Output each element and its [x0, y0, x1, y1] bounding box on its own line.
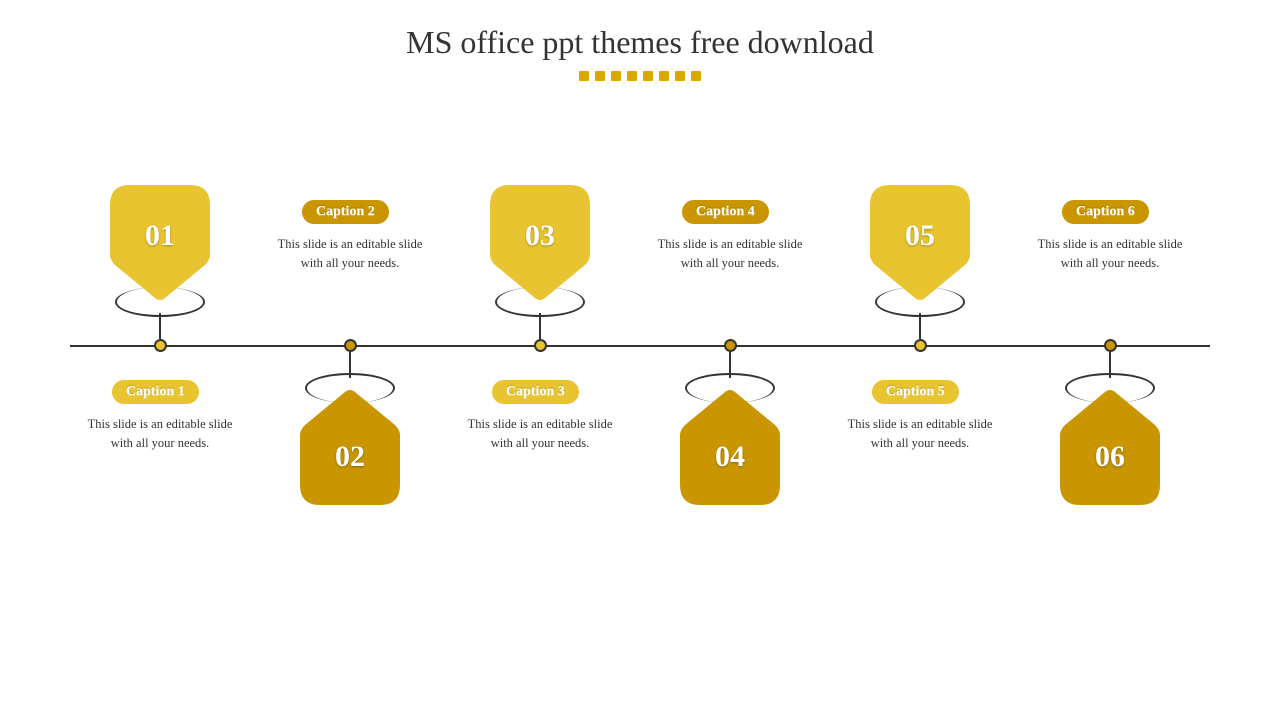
decorative-dot: [643, 71, 653, 81]
timeline-line: [70, 345, 1210, 347]
timeline-number: 06: [1095, 440, 1125, 474]
decorative-dot: [627, 71, 637, 81]
timeline-caption: Caption 4: [682, 200, 769, 224]
timeline-caption: Caption 2: [302, 200, 389, 224]
timeline-node: [344, 339, 357, 352]
timeline-number: 02: [335, 440, 365, 474]
timeline-node: [1104, 339, 1117, 352]
timeline-number: 05: [905, 219, 935, 253]
timeline-node: [534, 339, 547, 352]
timeline-shield: 02: [300, 390, 400, 505]
decorative-dot: [675, 71, 685, 81]
decorative-dot: [611, 71, 621, 81]
timeline-node: [154, 339, 167, 352]
timeline-shield: 05: [870, 185, 970, 300]
timeline-caption: Caption 1: [112, 380, 199, 404]
timeline-node: [914, 339, 927, 352]
decorative-dot: [595, 71, 605, 81]
timeline-description: This slide is an editable slide with all…: [845, 415, 995, 453]
timeline-description: This slide is an editable slide with all…: [465, 415, 615, 453]
timeline-description: This slide is an editable slide with all…: [655, 235, 805, 273]
timeline-caption: Caption 6: [1062, 200, 1149, 224]
timeline-caption: Caption 3: [492, 380, 579, 404]
timeline-number: 03: [525, 219, 555, 253]
timeline-shield: 01: [110, 185, 210, 300]
timeline-number: 01: [145, 219, 175, 253]
timeline-shield: 04: [680, 390, 780, 505]
decorative-dot: [691, 71, 701, 81]
timeline-description: This slide is an editable slide with all…: [85, 415, 235, 453]
timeline-node: [724, 339, 737, 352]
timeline-number: 04: [715, 440, 745, 474]
timeline-shield: 06: [1060, 390, 1160, 505]
decorative-dot: [579, 71, 589, 81]
decorative-dots: [0, 71, 1280, 81]
timeline-description: This slide is an editable slide with all…: [275, 235, 425, 273]
decorative-dot: [659, 71, 669, 81]
timeline-caption: Caption 5: [872, 380, 959, 404]
timeline-description: This slide is an editable slide with all…: [1035, 235, 1185, 273]
page-title: MS office ppt themes free download: [0, 0, 1280, 61]
timeline-shield: 03: [490, 185, 590, 300]
